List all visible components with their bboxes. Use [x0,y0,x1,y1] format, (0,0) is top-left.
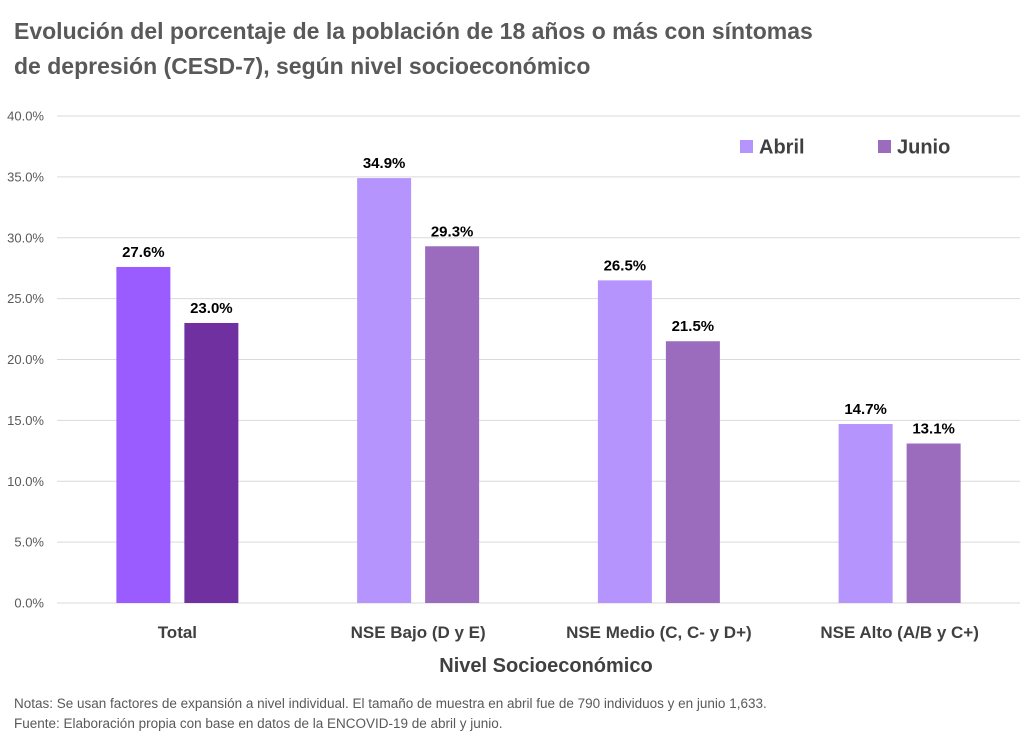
legend: Abril Junio [740,137,950,159]
data-label: 14.7% [844,401,887,418]
data-label: 34.9% [363,155,406,172]
y-tick-label: 25.0% [7,291,44,306]
y-tick-label: 40.0% [7,109,44,124]
legend-label-junio: Junio [897,137,950,159]
x-tick-label: NSE Alto (A/B y C+) [820,623,979,642]
y-tick-label: 5.0% [14,535,44,550]
data-label: 23.0% [190,300,233,317]
data-label: 29.3% [431,223,474,240]
legend-label-abril: Abril [759,137,805,159]
bar-abril-2 [357,178,412,603]
data-label: 21.5% [672,318,715,335]
y-tick-label: 20.0% [7,352,44,367]
chart-title-line-1: Evolución del porcentaje de la población… [14,18,813,44]
x-tick-label: Total [158,623,197,642]
bar-junio-2 [425,246,480,603]
legend-swatch-junio [878,140,891,153]
data-label: 27.6% [122,244,165,261]
bar-abril-4 [838,424,893,603]
data-labels: 27.6% 23.0% 34.9% 29.3% 26.5% 21.5% 14.7% 13.1% [122,155,955,437]
notes-text: Notas: Se usan factores de expansión a n… [14,696,767,711]
y-tick-label: 35.0% [7,169,44,184]
y-tick-label: 0.0% [14,596,44,611]
y-tick-label: 10.0% [7,474,44,489]
chart-title: Evolución del porcentaje de la población… [14,14,1014,84]
bar-junio-4 [906,443,961,603]
notes: Notas: Se usan factores de expansión a n… [14,694,1014,734]
source-text: Fuente: Elaboración propia con base en d… [14,716,503,731]
bar-junio-1 [184,322,239,603]
x-axis-tick-labels: Total NSE Bajo (D y E) NSE Medio (C, C- y … [158,623,979,642]
bar-junio-3 [665,341,720,603]
chart-title-line-2: de depresión (CESD-7), según nivel socio… [14,53,591,79]
y-tick-label: 30.0% [7,230,44,245]
x-tick-label: NSE Medio (C, C- y D+) [566,623,752,642]
data-label: 26.5% [604,257,647,274]
y-tick-label: 15.0% [7,413,44,428]
bar-abril-1 [116,266,171,603]
bar-abril-3 [597,280,652,603]
bars [116,178,961,603]
data-label: 13.1% [912,421,955,438]
x-tick-label: NSE Bajo (D y E) [351,623,486,642]
legend-swatch-abril [740,140,753,153]
x-axis-label: Nivel Socioeconómico [439,655,652,677]
y-axis-tick-labels: 0.0% 5.0% 10.0% 15.0% 20.0% 25.0% 30.0% 35.0% 40… [7,109,44,611]
